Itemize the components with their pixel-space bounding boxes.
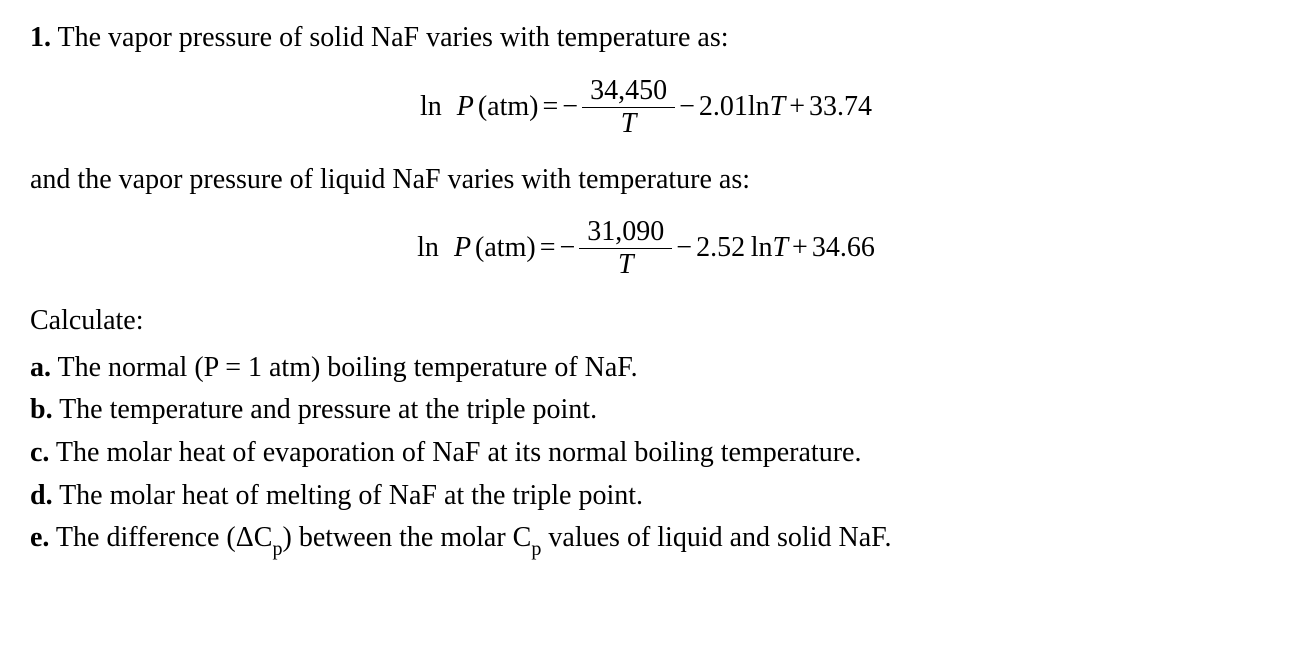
equation-solid: ln P (atm) = − 34,450 T − 2.01lnT + 33.7…	[30, 77, 1262, 138]
eq-frac-num: 34,450	[582, 77, 675, 108]
eq-frac: 34,450 T	[582, 77, 675, 138]
eq-ln2: ln	[748, 91, 770, 122]
equation-liquid: ln P (atm) = − 31,090 T − 2.52 lnT + 34.…	[30, 218, 1262, 279]
problem-number: 1.	[30, 22, 51, 53]
part-c: c. The molar heat of evaporation of NaF …	[30, 433, 1262, 474]
eq-frac-den: T	[613, 108, 645, 138]
second-text: and the vapor pressure of liquid NaF var…	[30, 160, 1262, 201]
eq2-frac: 31,090 T	[579, 218, 672, 279]
part-b-label: b.	[30, 394, 53, 425]
part-e: e. The difference (ΔCp) between the mola…	[30, 518, 1262, 562]
part-a-label: a.	[30, 352, 51, 383]
problem-intro: 1. The vapor pressure of solid NaF varie…	[30, 18, 1262, 59]
part-e-post: values of liquid and solid NaF.	[541, 522, 891, 553]
eq-P: P	[457, 87, 474, 128]
part-e-label: e.	[30, 522, 49, 553]
eq2-P: P	[454, 228, 471, 269]
eq-equals: =	[542, 87, 558, 128]
eq2-unit: (atm)	[475, 228, 536, 269]
eq-neg1: −	[562, 87, 578, 128]
eq2-coef-ln: 2.52	[696, 232, 745, 263]
part-a: a. The normal (P = 1 atm) boiling temper…	[30, 348, 1262, 389]
part-e-sub1: p	[272, 538, 282, 560]
eq-T2: T	[770, 91, 786, 122]
eq2-plus: +	[792, 228, 808, 269]
eq2-const: 34.66	[812, 228, 875, 269]
part-a-text: The normal (P = 1 atm) boiling temperatu…	[51, 352, 638, 383]
eq2-ln2: ln	[751, 232, 773, 263]
eq-coef-ln: 2.01	[699, 91, 748, 122]
eq-plus: +	[789, 87, 805, 128]
part-c-label: c.	[30, 437, 49, 468]
eq-neg2: −	[679, 87, 695, 128]
eq2-term2: 2.52 lnT	[696, 228, 788, 269]
part-d-label: d.	[30, 480, 53, 511]
part-d: d. The molar heat of melting of NaF at t…	[30, 476, 1262, 517]
eq-ln: ln	[420, 87, 442, 128]
part-e-sub2: p	[531, 538, 541, 560]
intro-text: The vapor pressure of solid NaF varies w…	[51, 22, 729, 53]
eq2-neg1: −	[559, 228, 575, 269]
equation-liquid-row: ln P (atm) = − 31,090 T − 2.52 lnT + 34.…	[415, 218, 877, 279]
part-e-pre: The difference (ΔC	[49, 522, 272, 553]
eq2-T2: T	[772, 232, 788, 263]
eq2-equals: =	[540, 228, 556, 269]
eq2-ln: ln	[417, 228, 439, 269]
parts-list: a. The normal (P = 1 atm) boiling temper…	[30, 348, 1262, 562]
calculate-label: Calculate:	[30, 301, 1262, 342]
part-e-mid: ) between the molar C	[283, 522, 532, 553]
part-b-text: The temperature and pressure at the trip…	[53, 394, 598, 425]
problem-page: 1. The vapor pressure of solid NaF varie…	[0, 0, 1292, 667]
eq2-frac-num: 31,090	[579, 218, 672, 249]
eq-const: 33.74	[809, 87, 872, 128]
eq-term2: 2.01lnT	[699, 87, 785, 128]
eq2-frac-den: T	[610, 249, 642, 279]
eq-unit: (atm)	[478, 87, 539, 128]
part-d-text: The molar heat of melting of NaF at the …	[53, 480, 643, 511]
part-b: b. The temperature and pressure at the t…	[30, 390, 1262, 431]
equation-solid-row: ln P (atm) = − 34,450 T − 2.01lnT + 33.7…	[418, 77, 874, 138]
part-c-text: The molar heat of evaporation of NaF at …	[49, 437, 861, 468]
eq2-neg2: −	[676, 228, 692, 269]
